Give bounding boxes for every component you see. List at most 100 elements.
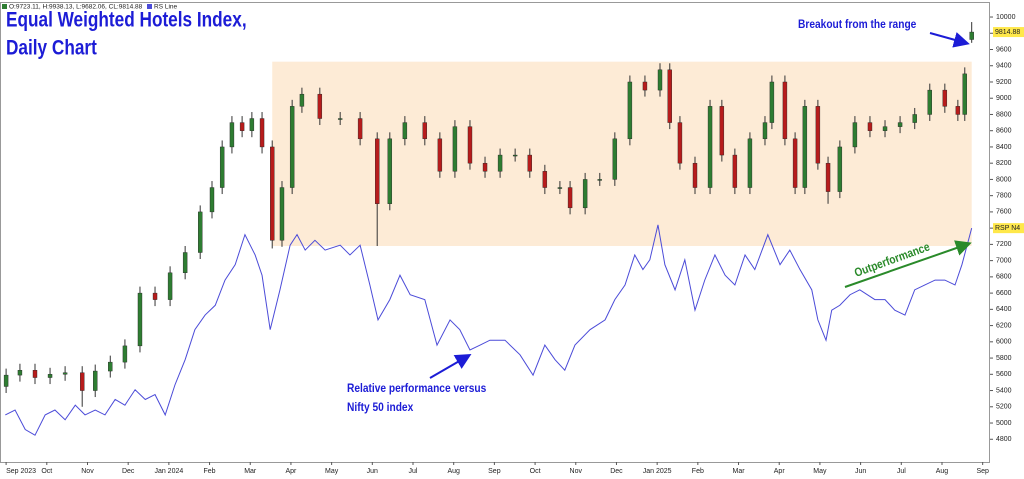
candle-body: [289, 106, 295, 188]
x-tick-label: Jun: [367, 468, 378, 475]
y-tick-label: 8800: [996, 111, 1012, 118]
candle-body: [437, 138, 443, 172]
candle-body: [582, 179, 588, 209]
candle-body: [249, 118, 255, 131]
y-tick-label: 7200: [996, 241, 1012, 248]
y-tick-label: 7000: [996, 257, 1012, 264]
x-tick-label: Aug: [447, 468, 460, 475]
y-tick-label: 5400: [996, 387, 1012, 394]
candle-body: [279, 187, 285, 241]
candle-body: [657, 69, 663, 91]
candle-body: [612, 138, 618, 180]
candle-body: [627, 81, 633, 140]
x-tick-label: May: [813, 468, 827, 475]
candle-body: [122, 345, 128, 363]
annotation-arrow: [929, 32, 970, 48]
price-tag: 9814.88: [995, 29, 1020, 36]
legend-label: RS Line: [154, 4, 178, 11]
plot-area: [3, 22, 974, 436]
candle-body: [209, 187, 215, 213]
x-tick-label: Nov: [81, 468, 94, 475]
x-tick-label: Apr: [774, 468, 786, 475]
x-tick-label: Dec: [122, 468, 135, 475]
y-tick-label: 8400: [996, 144, 1012, 151]
candle-body: [769, 81, 775, 123]
labels: O:9723.11, H:9938.13, L:9682.06, CL:9814…: [2, 4, 972, 414]
candle-body: [47, 374, 53, 378]
candle-body: [299, 93, 305, 107]
candle-body: [259, 118, 265, 148]
candle-body: [152, 292, 158, 300]
y-tick-label: 5000: [996, 420, 1012, 427]
y-tick-label: 6600: [996, 290, 1012, 297]
rs-tag-box: [993, 223, 1024, 234]
annotation-arrow: [429, 353, 472, 379]
y-tick-label: 6800: [996, 274, 1012, 281]
rs-tag: RSP N4: [995, 225, 1020, 232]
candle-body: [482, 162, 488, 172]
chart-title: Equal Weighted Hotels Index,: [6, 9, 247, 32]
candle-body: [197, 211, 203, 253]
y-tick-label: 4800: [996, 436, 1012, 443]
candle-body: [837, 146, 843, 192]
candle-body: [825, 162, 831, 192]
y-tick-label: 10000: [996, 14, 1016, 21]
x-tick-label: Oct: [530, 468, 541, 475]
candle-body: [955, 106, 961, 115]
candle-body: [802, 106, 808, 188]
candle-body: [747, 138, 753, 188]
candle-body: [270, 146, 275, 241]
y-tick-label: 9000: [996, 95, 1012, 102]
candle-body: [387, 138, 393, 204]
y-tick-label: 6200: [996, 322, 1012, 329]
x-tick-label: Jan 2024: [154, 468, 183, 475]
candle-body: [182, 252, 188, 274]
candle-body: [62, 372, 68, 375]
ohlc-icon: [2, 4, 7, 9]
y-tick-label: 8200: [996, 160, 1012, 167]
candle-body: [167, 272, 173, 300]
y-tick-label: 6000: [996, 339, 1012, 346]
y-tick-label: 9200: [996, 79, 1012, 86]
y-tick-label: 5800: [996, 355, 1012, 362]
y-tick-label: 6400: [996, 306, 1012, 313]
y-tick-label: 9600: [996, 46, 1012, 53]
annotation-arrow: [844, 240, 972, 288]
candle-body: [357, 118, 363, 140]
candle-body: [317, 93, 323, 119]
x-tick-label: Dec: [610, 468, 623, 475]
x-tick-label: Jun: [855, 468, 866, 475]
candle-body: [792, 138, 798, 188]
candle-body: [852, 122, 858, 148]
candle-body: [782, 81, 788, 140]
candle-body: [422, 122, 428, 140]
candle-body: [239, 122, 245, 131]
candle-body: [542, 171, 548, 188]
candle-body: [497, 154, 503, 172]
candle-body: [219, 146, 225, 188]
candle-body: [692, 162, 698, 188]
candle-body: [93, 370, 98, 391]
chart-title: Daily Chart: [6, 37, 97, 60]
candle-body: [867, 122, 873, 131]
x-tick-label: Sep 2023: [6, 468, 36, 475]
candle-body: [815, 106, 821, 164]
x-tick-label: Feb: [204, 468, 216, 475]
candle-body: [677, 122, 683, 164]
x-tick-label: Oct: [41, 468, 52, 475]
candle-body: [79, 372, 85, 391]
candle-body: [762, 122, 768, 140]
y-tick-label: 7600: [996, 209, 1012, 216]
candle-body: [719, 106, 725, 156]
candle-body: [452, 126, 458, 172]
ohlc-label: O:9723.11, H:9938.13, L:9682.06, CL:9814…: [9, 4, 143, 11]
candle-body: [17, 370, 23, 376]
annotation: Breakout from the range: [798, 18, 916, 31]
candle-body: [912, 114, 917, 123]
annotation-text: Nifty 50 index: [347, 401, 414, 414]
annotation-text: Breakout from the range: [798, 18, 916, 31]
candle-body: [32, 370, 38, 378]
candle-body: [897, 122, 903, 127]
x-tick-label: Nov: [570, 468, 583, 475]
